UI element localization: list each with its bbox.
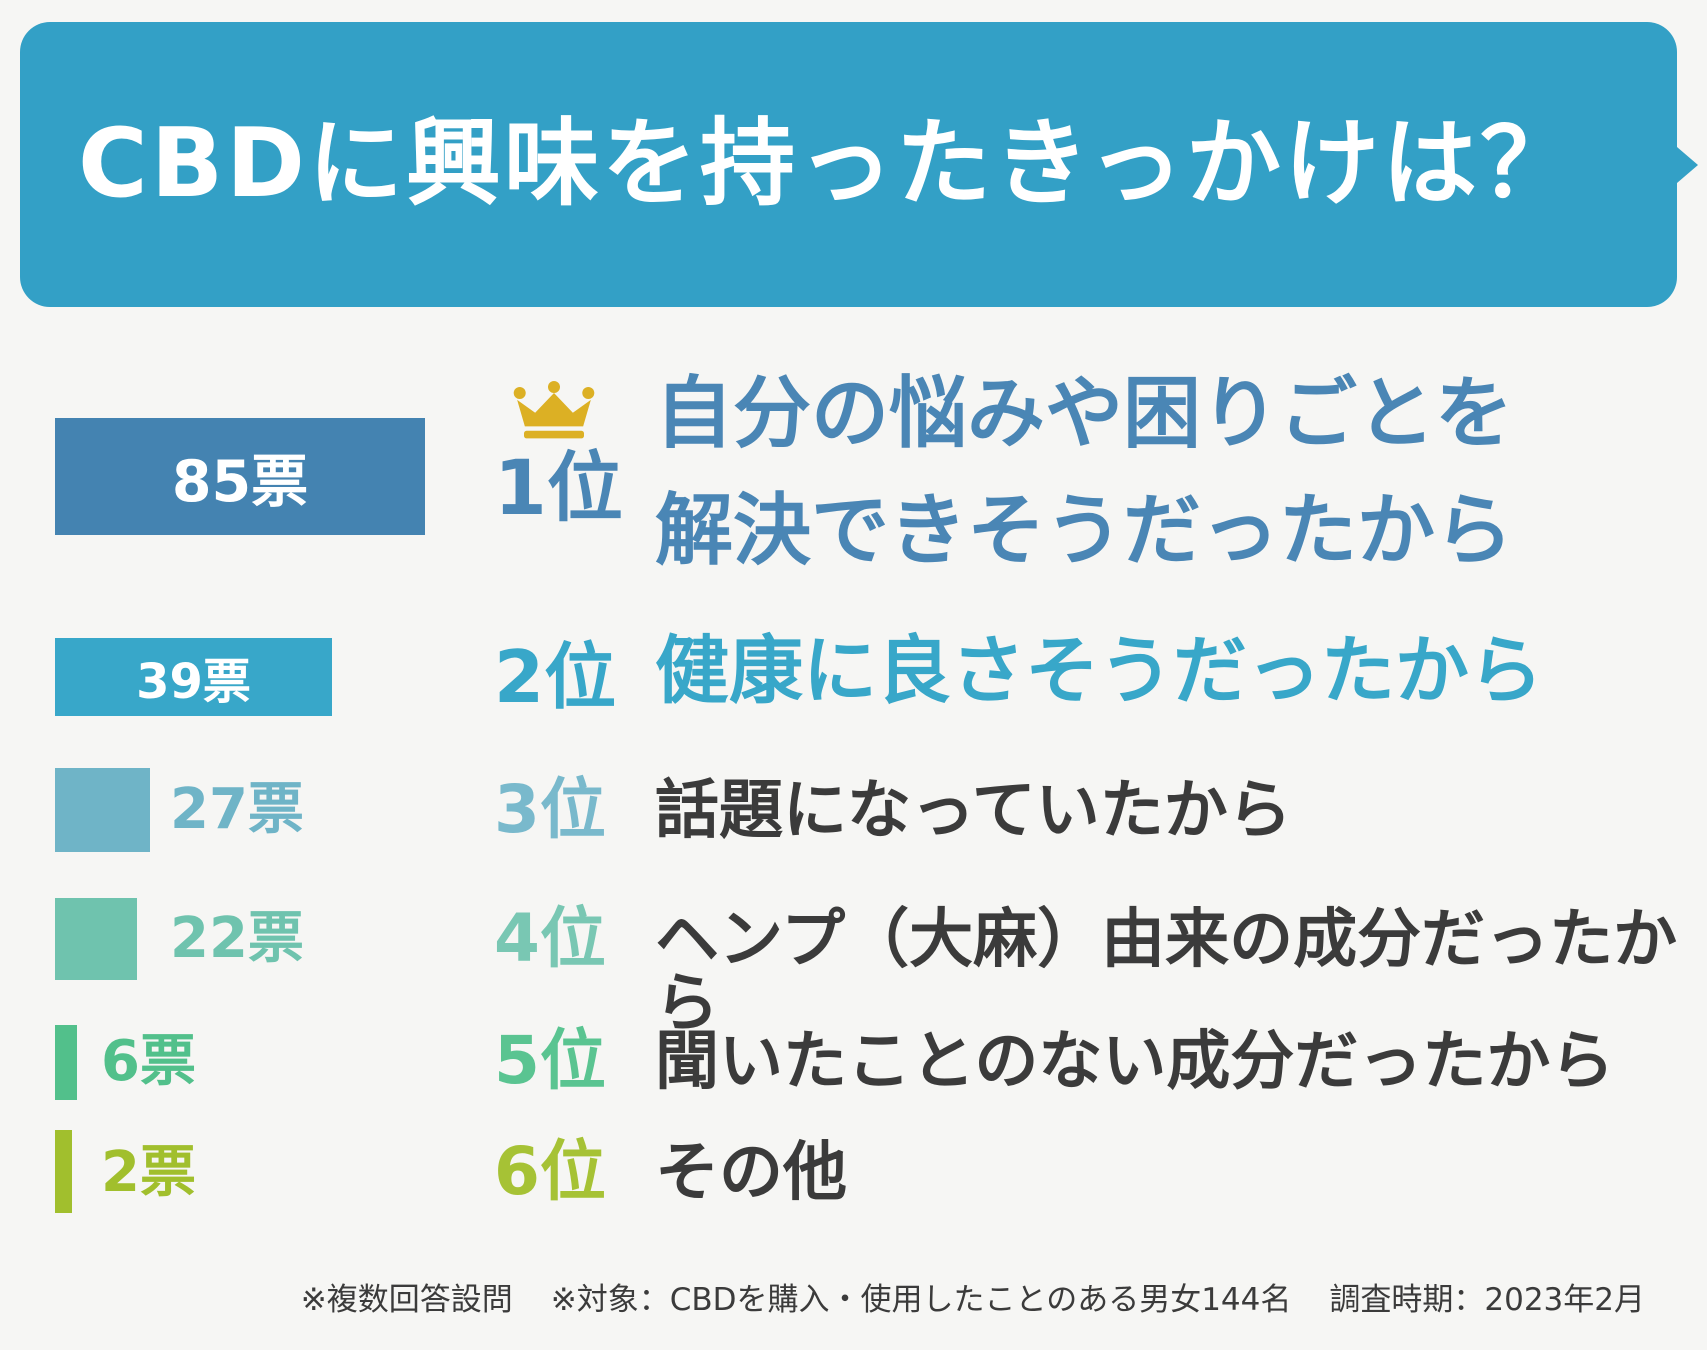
note-survey-period: 調査時期：2023年2月: [1329, 1282, 1645, 1318]
rank-label-2: 2位: [494, 635, 617, 719]
survey-notes: ※複数回答設問 ※対象：CBDを購入・使用したことのある男女144名 調査時期：…: [301, 1274, 1645, 1319]
rank-label-1: 1位: [494, 443, 623, 532]
note-multiple-answers: ※複数回答設問: [300, 1282, 513, 1318]
note-respondents: ※対象：CBDを購入・使用したことのある男女144名: [550, 1282, 1292, 1318]
category-label-1: 自分の悩みや困りごとを 解決できそうだったから: [655, 356, 1513, 590]
votes-label-5: 6票: [101, 1029, 196, 1094]
vote-bar-3: [55, 768, 150, 852]
rank-label-4: 4位: [494, 900, 606, 977]
vote-bar-4: [55, 898, 137, 980]
category-label-6: その他: [655, 1136, 847, 1210]
page-title: CBDに興味を持ったきっかけは？: [78, 109, 1579, 220]
category-label-4: ヘンプ（大麻）由来の成分だったから: [655, 903, 1678, 1041]
category-label-2: 健康に良さそうだったから: [655, 628, 1543, 714]
vote-bar-6: [55, 1130, 72, 1213]
votes-label-6: 2票: [101, 1140, 196, 1205]
votes-label-3: 27票: [170, 777, 304, 842]
category-label-1-line-2: 解決できそうだったから: [655, 486, 1514, 576]
vote-bar-1: 85票: [55, 418, 425, 535]
votes-label-4: 22票: [170, 906, 304, 971]
title-banner: CBDに興味を持ったきっかけは？: [20, 22, 1698, 307]
votes-label-2: 39票: [136, 654, 251, 710]
crown-icon: [511, 381, 597, 441]
rank-label-5: 5位: [494, 1022, 606, 1099]
rank-label-3: 3位: [494, 771, 606, 848]
rank-label-6: 6位: [494, 1133, 606, 1210]
votes-label-1: 85票: [171, 448, 309, 515]
vote-bar-2: 39票: [55, 638, 332, 716]
category-label-3: 話題になっていたから: [655, 774, 1292, 848]
vote-bar-5: [55, 1025, 77, 1100]
category-label-5: 聞いたことのない成分だったから: [655, 1025, 1615, 1099]
category-label-1-line-1: 自分の悩みや困りごとを: [655, 369, 1514, 459]
